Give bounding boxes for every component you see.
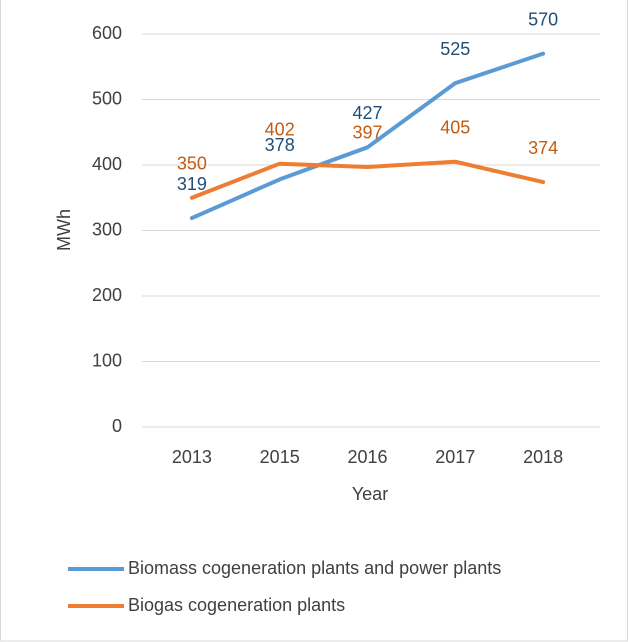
y-axis-label: MWh (54, 209, 74, 251)
data-label: 570 (528, 9, 558, 29)
data-label: 405 (440, 117, 470, 137)
x-tick-label: 2018 (523, 447, 563, 467)
data-label: 378 (265, 135, 295, 155)
data-label: 319 (177, 174, 207, 194)
series-line (189, 51, 546, 221)
data-label: 350 (177, 154, 207, 174)
x-tick-label: 2016 (347, 447, 387, 467)
data-label: 402 (265, 119, 295, 139)
x-tick-label: 2015 (260, 447, 300, 467)
data-label: 397 (352, 123, 382, 143)
x-axis-label: Year (352, 484, 388, 504)
series-line (189, 159, 546, 200)
legend-label: Biomass cogeneration plants and power pl… (128, 558, 501, 578)
y-tick-label: 500 (92, 88, 122, 108)
y-tick-label: 600 (92, 23, 122, 43)
y-tick-label: 400 (92, 154, 122, 174)
y-tick-label: 200 (92, 285, 122, 305)
data-label: 374 (528, 138, 558, 158)
x-tick-label: 2013 (172, 447, 212, 467)
y-tick-label: 0 (112, 416, 122, 436)
legend-label: Biogas cogeneration plants (128, 595, 345, 615)
x-tick-label: 2017 (435, 447, 475, 467)
data-label: 427 (352, 103, 382, 123)
y-tick-label: 100 (92, 350, 122, 370)
y-tick-label: 300 (92, 219, 122, 239)
data-label: 525 (440, 39, 470, 59)
